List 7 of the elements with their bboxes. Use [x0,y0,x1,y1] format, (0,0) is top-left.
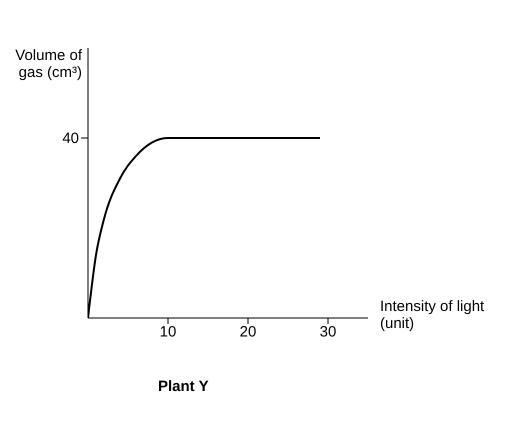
x-tick-label: 20 [240,324,256,341]
text: 40 [62,130,79,147]
x-tick-label: 30 [320,324,336,341]
x-axis-title: Intensity of light (unit) [380,298,486,332]
x-tick-label: 10 [160,324,176,341]
text: Plant Y [158,378,210,395]
y-axis-title: Volume of gas (cm³) [15,47,83,81]
